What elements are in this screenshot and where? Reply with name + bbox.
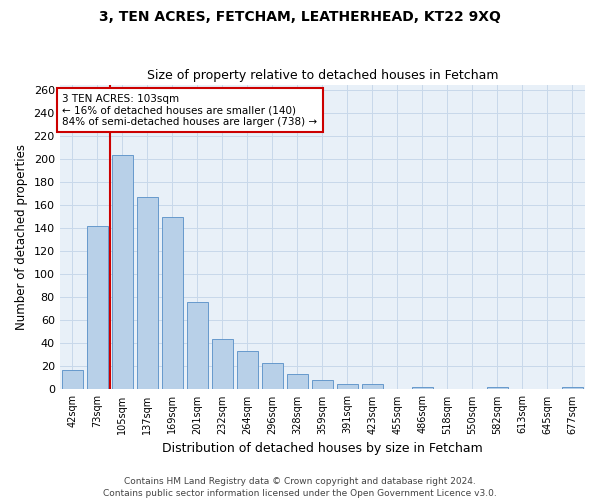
Bar bbox=[362, 384, 383, 390]
Bar bbox=[187, 302, 208, 390]
Bar bbox=[236, 352, 258, 390]
Bar bbox=[262, 363, 283, 390]
Bar bbox=[337, 384, 358, 390]
Bar bbox=[137, 198, 158, 390]
Bar bbox=[487, 387, 508, 390]
Text: Contains HM Land Registry data © Crown copyright and database right 2024.
Contai: Contains HM Land Registry data © Crown c… bbox=[103, 476, 497, 498]
Bar bbox=[562, 387, 583, 390]
Title: Size of property relative to detached houses in Fetcham: Size of property relative to detached ho… bbox=[146, 69, 498, 82]
Bar bbox=[112, 154, 133, 390]
Bar bbox=[212, 339, 233, 390]
Bar bbox=[287, 374, 308, 390]
Bar bbox=[312, 380, 333, 390]
Bar bbox=[86, 226, 108, 390]
Y-axis label: Number of detached properties: Number of detached properties bbox=[15, 144, 28, 330]
Text: 3 TEN ACRES: 103sqm
← 16% of detached houses are smaller (140)
84% of semi-detac: 3 TEN ACRES: 103sqm ← 16% of detached ho… bbox=[62, 94, 317, 127]
Bar bbox=[412, 387, 433, 390]
Bar bbox=[161, 217, 183, 390]
X-axis label: Distribution of detached houses by size in Fetcham: Distribution of detached houses by size … bbox=[162, 442, 483, 455]
Bar bbox=[62, 370, 83, 390]
Text: 3, TEN ACRES, FETCHAM, LEATHERHEAD, KT22 9XQ: 3, TEN ACRES, FETCHAM, LEATHERHEAD, KT22… bbox=[99, 10, 501, 24]
